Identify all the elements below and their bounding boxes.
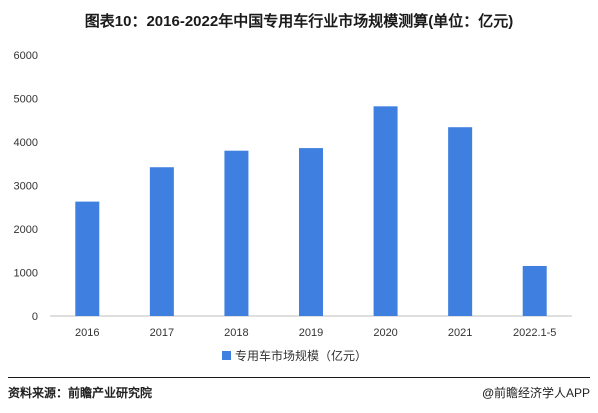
x-tick-label: 2022.1-5 <box>513 327 556 339</box>
y-tick-label: 1000 <box>14 268 38 280</box>
source-note: 资料来源：前瞻产业研究院 <box>8 386 153 400</box>
brand-credit: @前瞻经济学人APP <box>482 384 590 401</box>
x-tick-label: 2021 <box>448 327 472 339</box>
bars <box>75 106 547 317</box>
bar-2018 <box>224 150 249 316</box>
bar-2022.1-5 <box>522 265 547 316</box>
bar-2019 <box>299 148 323 316</box>
footer-divider <box>8 377 590 378</box>
brand-at: @ <box>482 386 494 400</box>
brand-name: 前瞻经济学人APP <box>493 386 590 400</box>
bar-2021 <box>448 127 473 317</box>
chart-title: 图表10：2016-2022年中国专用车行业市场规模测算(单位：亿元) <box>84 13 514 30</box>
x-tick-label: 2017 <box>150 327 174 339</box>
bar-2020 <box>373 106 398 316</box>
y-tick-label: 2000 <box>14 224 38 236</box>
legend: 专用车市场规模（亿元） <box>222 348 367 363</box>
x-tick-label: 2018 <box>224 327 248 339</box>
y-tick-label: 4000 <box>14 137 38 149</box>
y-tick-label: 0 <box>32 311 38 323</box>
bar-2016 <box>75 201 100 316</box>
y-tick-label: 5000 <box>14 94 38 106</box>
legend-label: 专用车市场规模（亿元） <box>235 348 367 363</box>
x-tick-label: 2019 <box>299 327 323 339</box>
x-tick-label: 2020 <box>373 327 397 339</box>
x-tick-label: 2016 <box>75 327 99 339</box>
legend-swatch <box>222 351 231 360</box>
y-tick-label: 6000 <box>14 50 38 62</box>
bar-2017 <box>149 167 174 316</box>
y-axis: 0 1000 2000 3000 4000 5000 6000 <box>14 50 38 323</box>
y-tick-label: 3000 <box>14 181 38 193</box>
x-axis: 2016 2017 2018 2019 2020 2021 2022.1-5 <box>75 327 556 339</box>
